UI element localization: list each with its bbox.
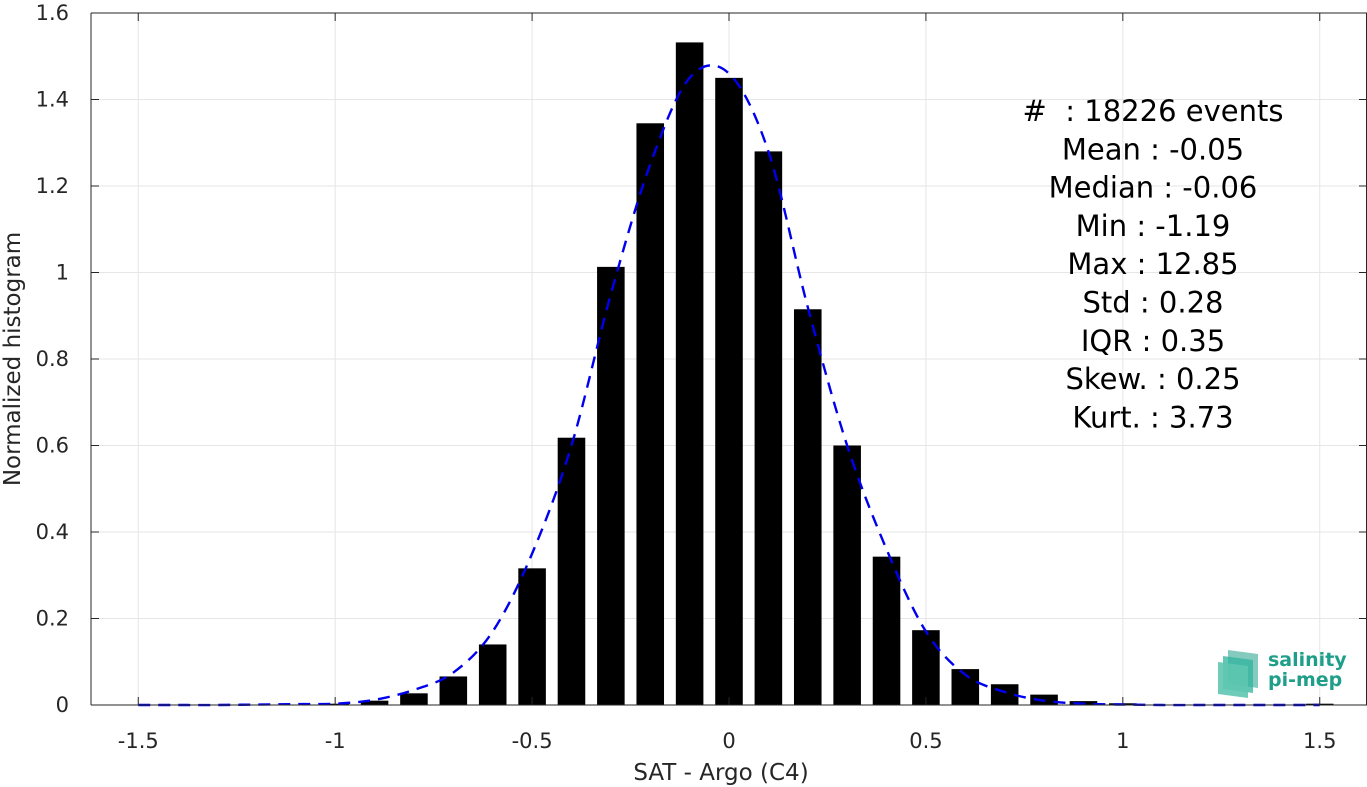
x-tick-label: -1 <box>325 729 346 753</box>
y-tick-label: 1.6 <box>36 1 69 25</box>
bar-series <box>321 42 1334 706</box>
y-tick-label: 0.2 <box>36 607 69 631</box>
x-tick-label: 0 <box>722 729 735 753</box>
histogram-bar <box>439 676 468 705</box>
y-tick-label: 1.4 <box>36 88 69 112</box>
salinity-pi-mep-logo: salinity pi-mep <box>1218 649 1347 698</box>
x-tick-label: 1 <box>1116 729 1129 753</box>
histogram-bar <box>833 445 861 705</box>
histogram-bar <box>754 151 783 705</box>
stat-line: IQR : 0.35 <box>1081 324 1225 358</box>
stat-line: Std : 0.28 <box>1083 286 1224 320</box>
y-axis-label: Normalized histogram <box>0 232 26 486</box>
y-tick-label: 0 <box>56 693 69 717</box>
histogram-bar <box>478 644 507 705</box>
stats-annotation: # : 18226 events Mean : -0.05 Median : -0.… <box>1023 94 1284 434</box>
x-tick-label: 1.5 <box>1303 729 1336 753</box>
stat-line: Skew. : 0.25 <box>1065 362 1240 396</box>
stat-line: Min : -1.19 <box>1076 209 1231 243</box>
histogram-bar <box>793 309 822 705</box>
y-axis-ticks: 0 0.2 0.4 0.6 0.8 1 1.2 1.4 1.6 <box>36 1 1367 717</box>
y-tick-label: 1 <box>56 261 69 285</box>
x-tick-label: -1.5 <box>118 729 159 753</box>
x-axis-label: SAT - Argo (C4) <box>633 760 808 786</box>
y-tick-label: 0.6 <box>36 434 69 458</box>
y-tick-label: 1.2 <box>36 174 69 198</box>
x-tick-label: 0.5 <box>909 729 942 753</box>
histogram-bar <box>557 437 586 705</box>
histogram-bar <box>912 630 940 705</box>
stat-line: Median : -0.06 <box>1049 171 1258 205</box>
stat-line: Mean : -0.05 <box>1062 132 1244 166</box>
histogram-bar <box>636 123 665 706</box>
histogram-bar <box>715 77 743 705</box>
logo-icon <box>1218 650 1258 698</box>
histogram-bar <box>675 42 704 706</box>
x-axis-ticks: -1.5 -1 -0.5 0 0.5 1 1.5 <box>118 13 1336 753</box>
histogram-bar <box>360 700 389 705</box>
histogram-bar <box>872 556 901 705</box>
logo-line1: salinity <box>1268 649 1347 671</box>
fit-curve <box>138 64 1320 707</box>
histogram-bar <box>597 266 625 705</box>
stat-line: Kurt. : 3.73 <box>1072 400 1233 434</box>
x-tick-label: -0.5 <box>512 729 553 753</box>
logo-line2: pi-mep <box>1268 669 1342 691</box>
stat-line: # : 18226 events <box>1023 94 1284 128</box>
stat-line: Max : 12.85 <box>1067 247 1238 281</box>
y-tick-label: 0.8 <box>36 347 69 371</box>
histogram-bar <box>518 568 546 705</box>
y-tick-label: 0.4 <box>36 520 69 544</box>
histogram-bar <box>400 693 428 705</box>
